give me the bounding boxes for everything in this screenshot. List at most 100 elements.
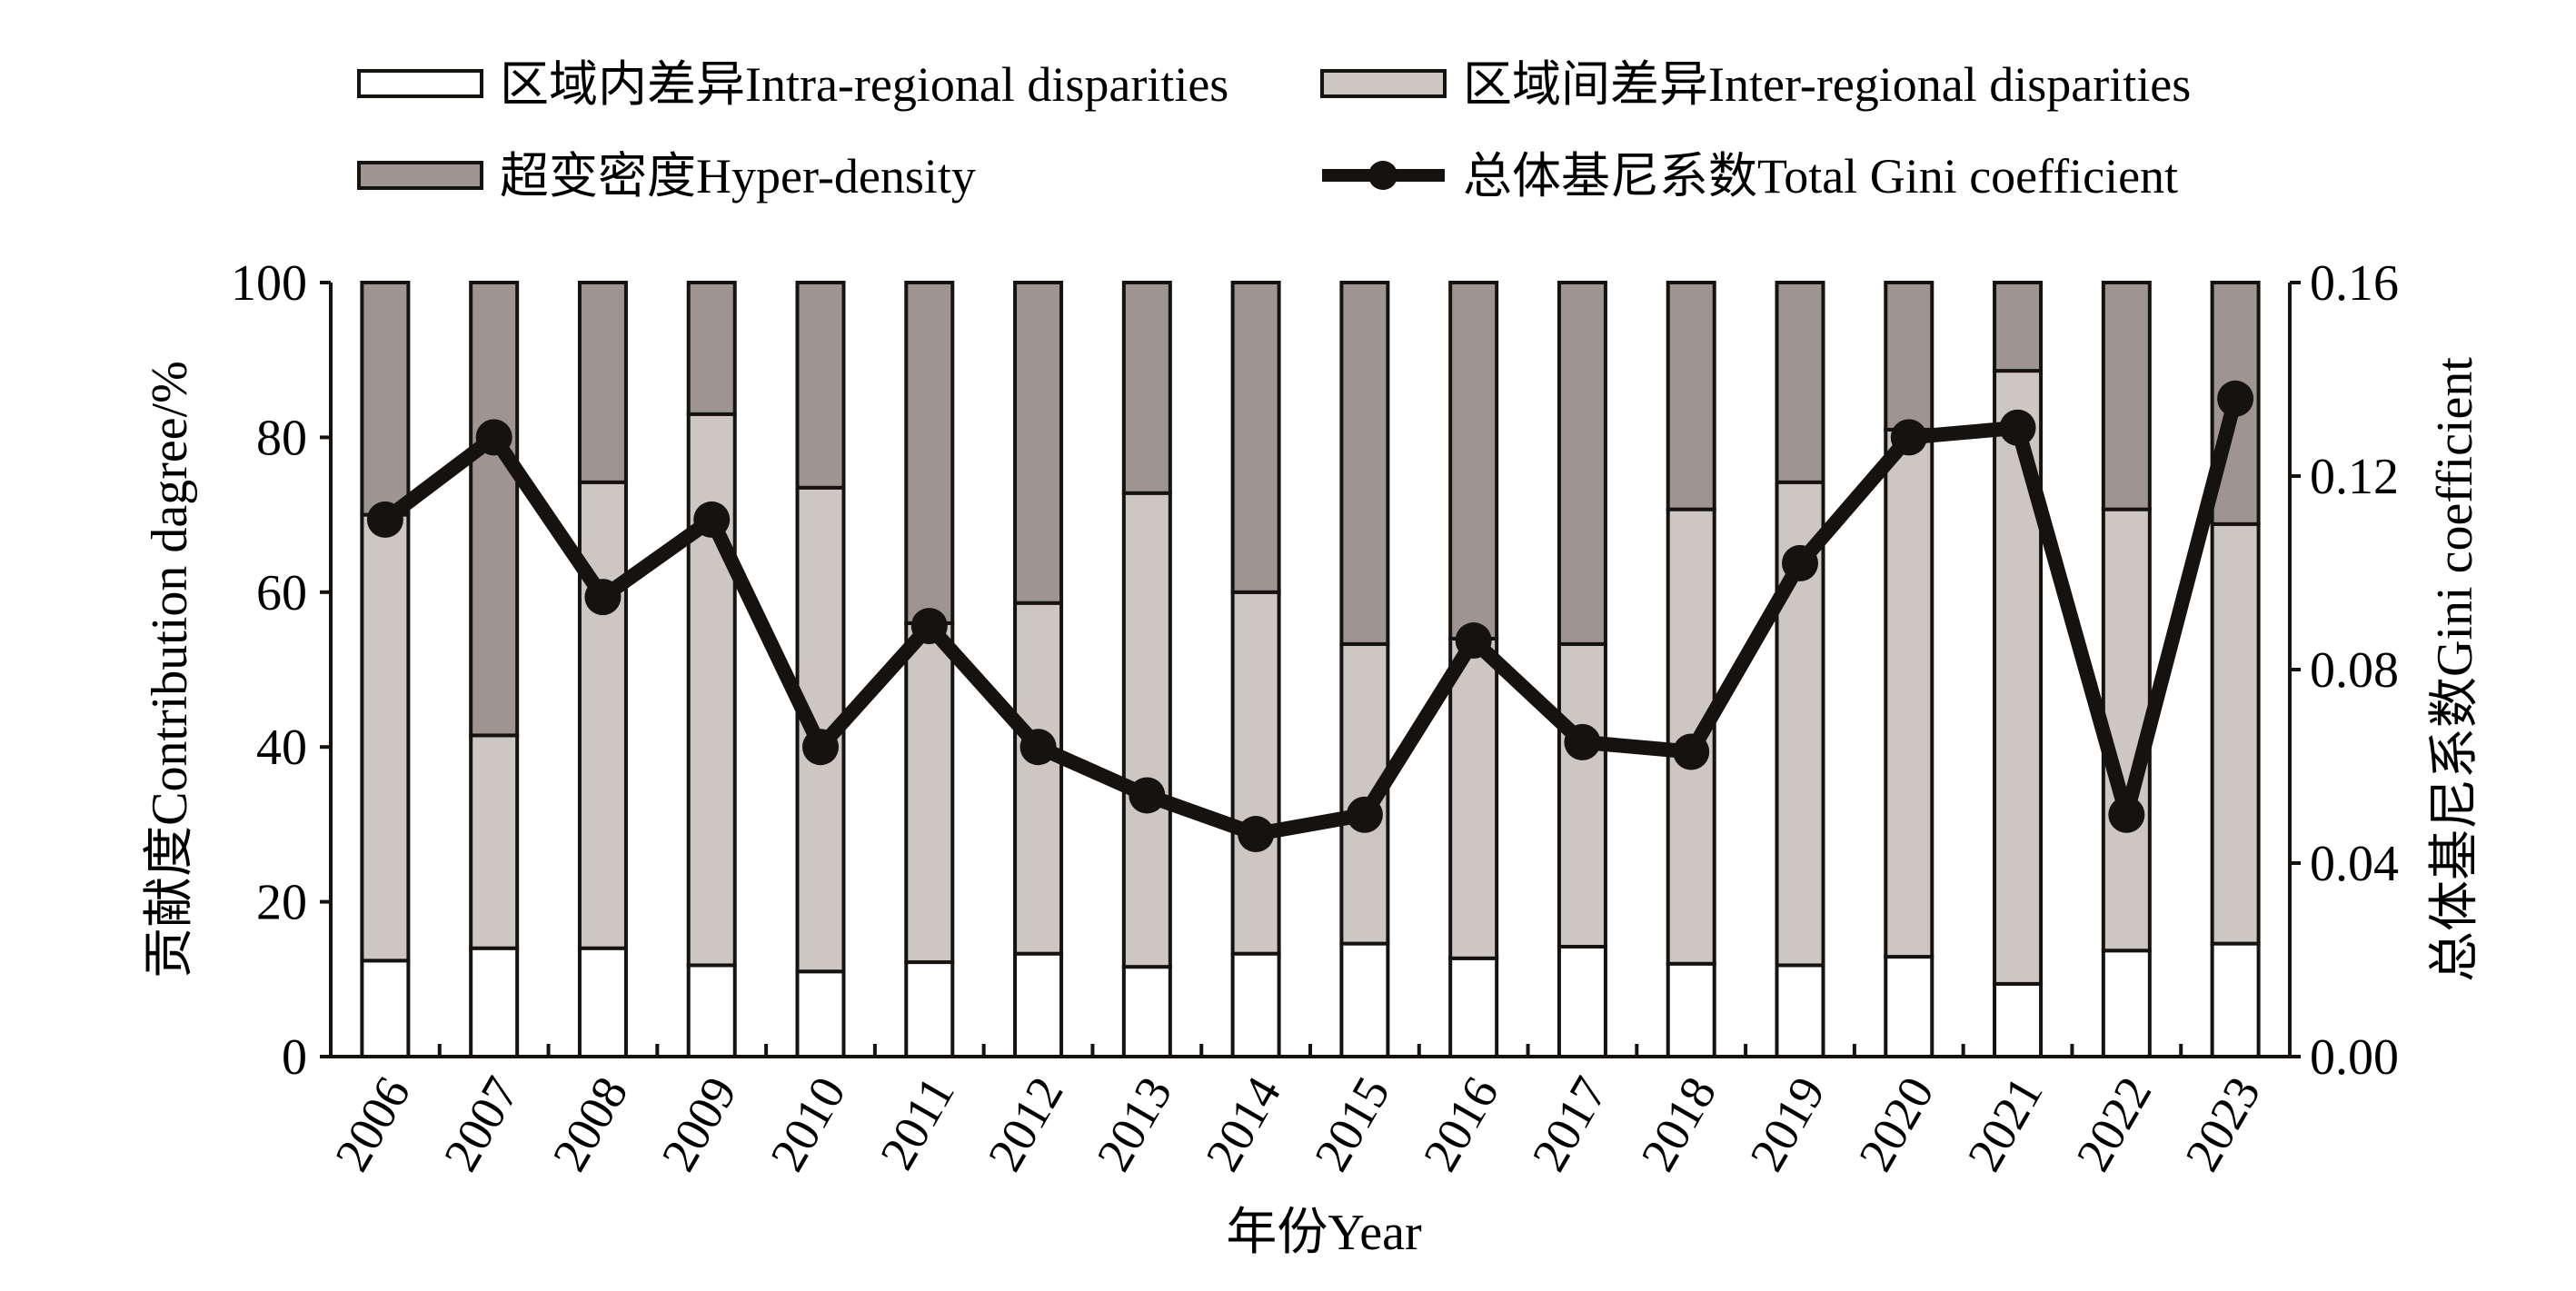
x-tick-label: 2023	[2174, 1068, 2271, 1180]
gini-point-2011	[910, 608, 948, 645]
bar-segment-hyper-2012	[1013, 281, 1064, 605]
x-tick-label: 2014	[1195, 1068, 1291, 1180]
bar-segment-hyper-2021	[1993, 281, 2044, 373]
legend-swatch-0	[357, 69, 483, 98]
y2-tick-label: 0.00	[2310, 1029, 2399, 1086]
gini-point-2021	[1999, 409, 2036, 446]
y-tick-label: 20	[256, 875, 307, 931]
bar-segment-inter-2017	[1557, 641, 1607, 949]
legend-label-0: 区域内差异Intra-regional disparities	[500, 57, 1228, 112]
y2-tick-label: 0.04	[2310, 836, 2399, 892]
bar-segment-inter-2012	[1013, 601, 1064, 956]
legend-label-1: 区域间差异Inter-regional disparities	[1463, 57, 2191, 112]
bar-segment-inter-2011	[904, 621, 955, 965]
legend-label-2: 超变密度Hyper-density	[500, 149, 976, 204]
x-tick-label: 2019	[1739, 1068, 1835, 1180]
bar-segment-hyper-2019	[1775, 281, 1825, 484]
y-tick-label: 40	[256, 720, 307, 776]
y-axis-label: 贡献度Contribution dagree/%	[142, 361, 198, 978]
x-tick-label: 2016	[1413, 1068, 1509, 1180]
bar-segment-hyper-2022	[2101, 281, 2152, 511]
bar-segment-intra-2021	[1993, 981, 2044, 1058]
y2-tick-label: 0.12	[2310, 449, 2399, 505]
bar-segment-intra-2007	[469, 946, 520, 1058]
bar-segment-inter-2014	[1230, 590, 1281, 956]
x-tick-label: 2013	[1086, 1068, 1182, 1180]
y-tick-label: 100	[231, 255, 307, 312]
gini-point-2020	[1890, 419, 1927, 456]
bar-segment-inter-2016	[1448, 636, 1499, 960]
x-tick-label: 2007	[433, 1068, 530, 1180]
gini-point-2010	[802, 729, 839, 766]
y2-tick-label: 0.08	[2310, 642, 2399, 699]
bar-segment-hyper-2017	[1557, 281, 1607, 646]
gini-point-2006	[366, 501, 403, 538]
gini-point-2016	[1455, 622, 1492, 660]
legend-swatch-2	[357, 161, 483, 190]
gini-point-2013	[1129, 777, 1166, 814]
bar-segment-hyper-2011	[904, 281, 955, 625]
bar-segment-hyper-2018	[1666, 281, 1716, 511]
gini-point-2022	[2108, 796, 2145, 833]
x-tick-label: 2008	[542, 1068, 639, 1180]
y2-axis-label: 总体基尼系数Gini coefficient	[2427, 357, 2483, 982]
bar-segment-intra-2008	[577, 946, 628, 1058]
bar-segment-hyper-2016	[1448, 281, 1499, 641]
bar-segment-inter-2020	[1884, 427, 1934, 959]
legend-line-marker	[1368, 161, 1397, 190]
gini-point-2008	[584, 579, 622, 616]
bar-segment-hyper-2006	[360, 281, 411, 517]
bar-segment-hyper-2007	[469, 281, 520, 738]
x-tick-label: 2021	[1957, 1068, 2054, 1180]
gini-point-2018	[1673, 733, 1710, 770]
gini-point-2007	[475, 419, 512, 456]
bars	[360, 281, 2261, 1059]
x-tick-label: 2012	[978, 1068, 1074, 1180]
bar-segment-intra-2013	[1121, 965, 1172, 1058]
y-tick-label: 80	[256, 410, 307, 466]
x-axis-label: 年份Year	[1226, 1205, 1422, 1261]
x-tick-label: 2006	[324, 1068, 421, 1180]
x-tick-label: 2010	[760, 1068, 856, 1180]
bar-segment-intra-2016	[1448, 956, 1499, 1059]
bar-segment-inter-2013	[1121, 491, 1172, 969]
bar-segment-intra-2006	[360, 958, 411, 1059]
bar-segment-intra-2022	[2101, 948, 2152, 1058]
x-tick-label: 2018	[1630, 1068, 1726, 1180]
bar-segment-hyper-2014	[1230, 281, 1281, 594]
bar-segment-hyper-2008	[577, 281, 628, 484]
legend: 区域内差异Intra-regional disparities 区域间差异Inte…	[357, 57, 2191, 204]
bar-segment-intra-2010	[795, 969, 846, 1059]
axes: 0 20 40 60 80 100 0.00 0.04 0.08 0.12 0.16 2006 2007…	[231, 255, 2399, 1180]
gini-line-path	[381, 396, 2243, 842]
x-tick-label: 2020	[1848, 1068, 1944, 1180]
bar-segment-inter-2007	[469, 733, 520, 950]
y-tick-label: 0	[282, 1029, 307, 1086]
y2-tick-label: 0.16	[2310, 255, 2399, 312]
bar-segment-inter-2006	[360, 512, 411, 963]
bar-segment-intra-2020	[1884, 955, 1934, 1059]
x-tick-label: 2017	[1522, 1068, 1618, 1180]
gini-point-2009	[693, 501, 731, 538]
bar-segment-hyper-2010	[795, 281, 846, 490]
legend-swatch-1	[1320, 69, 1447, 98]
x-tick-label: 2009	[651, 1068, 747, 1180]
gini-point-2017	[1564, 723, 1601, 760]
bar-segment-intra-2015	[1339, 941, 1390, 1059]
legend-label-line: 总体基尼系数Total Gini coefficient	[1463, 149, 2178, 204]
bar-segment-intra-2023	[2210, 941, 2261, 1059]
bar-segment-hyper-2013	[1121, 281, 1172, 495]
bar-segment-hyper-2009	[686, 281, 737, 416]
bar-segment-intra-2018	[1666, 961, 1716, 1059]
bar-segment-intra-2009	[686, 963, 737, 1058]
gini-point-2012	[1019, 729, 1057, 766]
gini-point-2023	[2217, 380, 2254, 417]
gini-point-2019	[1782, 544, 1818, 581]
bar-segment-intra-2012	[1013, 951, 1064, 1058]
bar-segment-hyper-2015	[1339, 281, 1390, 646]
bar-segment-intra-2014	[1230, 951, 1281, 1058]
gini-line	[366, 380, 2254, 853]
bar-segment-inter-2008	[577, 480, 628, 950]
x-tick-label: 2022	[2065, 1068, 2162, 1180]
bar-segment-inter-2009	[686, 412, 737, 968]
